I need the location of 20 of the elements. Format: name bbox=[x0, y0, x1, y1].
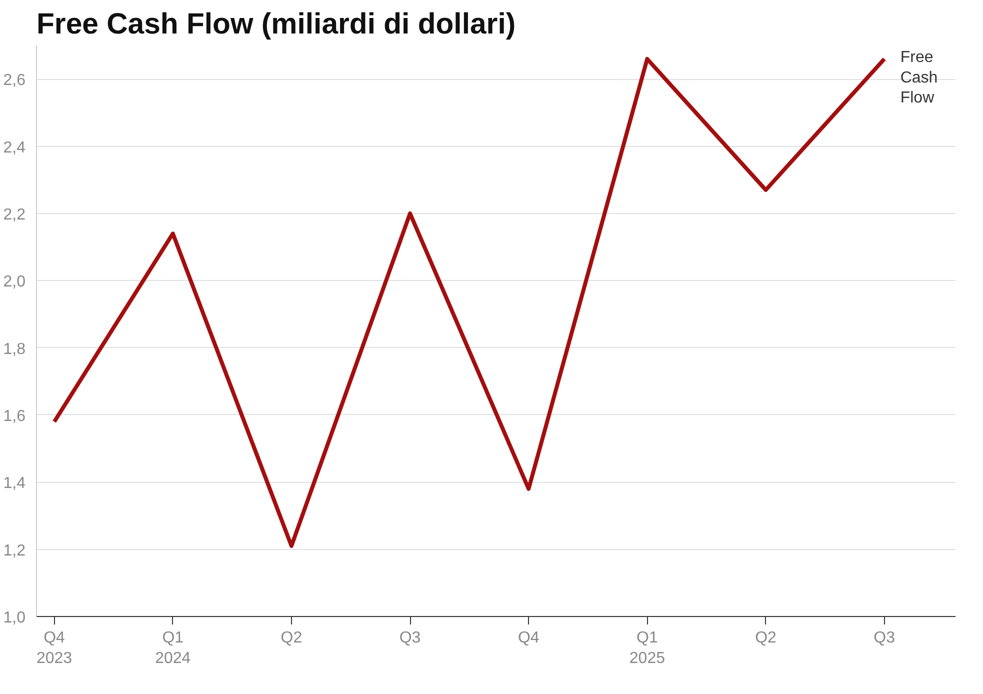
line-series bbox=[52, 56, 886, 548]
y-tick-label: 1,4 bbox=[3, 475, 26, 492]
x-tick-label: Q3 bbox=[874, 630, 896, 646]
y-tick-label: 1,6 bbox=[3, 408, 26, 425]
x-tick-label: Q4 bbox=[518, 630, 540, 646]
y-tick-label: 1,8 bbox=[3, 340, 26, 358]
x-tick-label: Q3 bbox=[399, 630, 421, 646]
x-tick-label: Q1 2024 bbox=[155, 630, 191, 667]
y-tick-label: 1,2 bbox=[3, 542, 26, 560]
x-tick-label: Q4 2023 bbox=[36, 630, 72, 667]
y-tick-label: 2,4 bbox=[3, 139, 26, 156]
y-tick-label: 2,6 bbox=[3, 72, 26, 90]
y-tick-label: 2,0 bbox=[3, 274, 26, 291]
x-tick-label: Q2 bbox=[755, 630, 777, 646]
chart-title: Free Cash Flow (miliardi di dollari) bbox=[36, 8, 516, 40]
series-label: Free Cash Flow bbox=[900, 48, 938, 107]
y-tick-label: 2,2 bbox=[3, 206, 26, 224]
x-tick-label: Q1 2025 bbox=[629, 630, 666, 667]
y-tick-label: 1,0 bbox=[3, 610, 26, 626]
x-tick-label: Q2 bbox=[280, 630, 302, 646]
